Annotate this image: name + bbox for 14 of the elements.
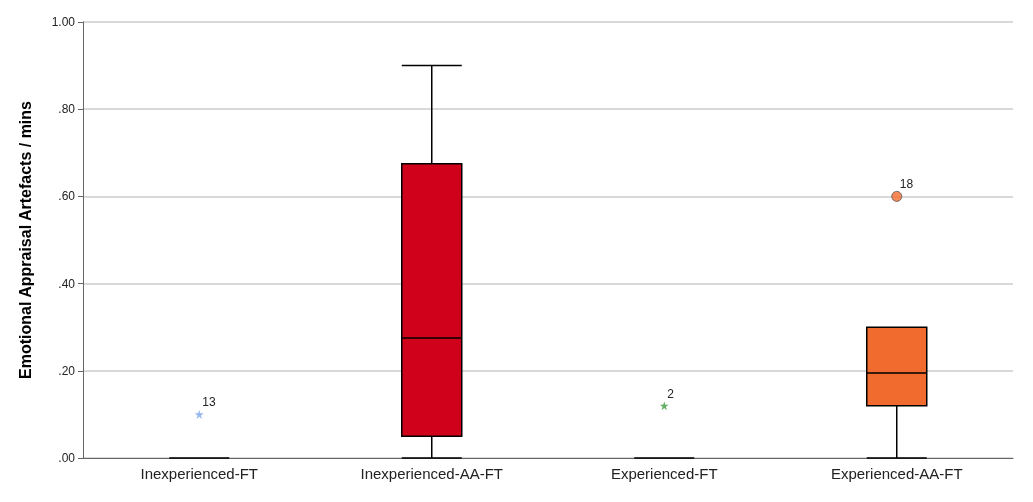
x-tick-label: Experienced-AA-FT: [830, 465, 963, 482]
annotation: 2: [667, 386, 675, 401]
y-tick-label: .80: [58, 102, 76, 117]
y-tick-label: .00: [58, 451, 76, 465]
y-tick-label: 1.00: [51, 15, 76, 29]
x-tick-label: Experienced-FT: [610, 465, 718, 482]
y-tick-label: .40: [58, 276, 76, 291]
annotation: 18: [899, 177, 914, 192]
annotation: 13: [202, 395, 216, 410]
x-tick-label: Inexperienced-AA-FT: [360, 465, 504, 482]
y-axis-title: Emotional Appraisal Artefacts / mins: [16, 100, 34, 379]
y-tick-label: .20: [58, 363, 76, 378]
y-tick-label: .60: [58, 189, 76, 204]
x-tick-label: Inexperienced-FT: [140, 465, 259, 482]
